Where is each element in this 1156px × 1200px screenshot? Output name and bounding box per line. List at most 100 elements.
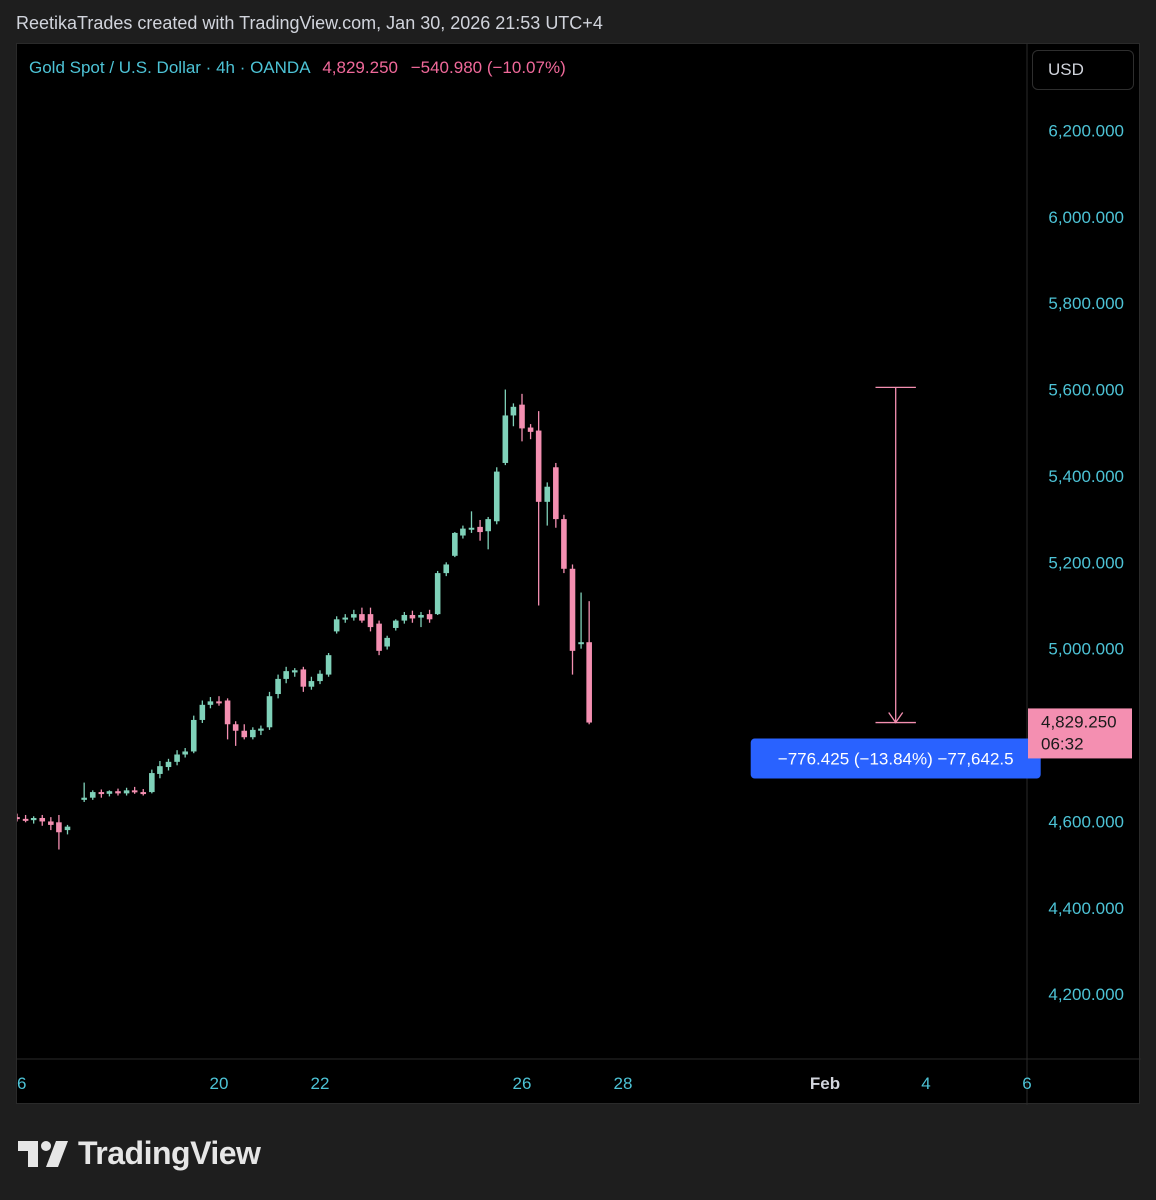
candle-body	[30, 817, 37, 821]
price-tick-label: 5,200.000	[1048, 553, 1124, 572]
bar-countdown-text: 06:32	[1041, 734, 1084, 753]
attribution-text: ReetikaTrades created with TradingView.c…	[16, 13, 603, 33]
candle-body	[325, 655, 332, 675]
candle-body	[384, 637, 390, 647]
candle-body	[443, 564, 450, 574]
candle-body	[535, 430, 542, 502]
candle-body	[275, 678, 281, 695]
candle-body	[199, 704, 206, 720]
price-tick-label: 4,600.000	[1048, 812, 1124, 831]
candle-body	[409, 614, 416, 619]
candle-body	[468, 527, 475, 530]
candle-body	[17, 817, 20, 820]
candle-body	[418, 614, 424, 618]
candle-body	[56, 822, 62, 833]
time-tick-label: 28	[614, 1074, 633, 1093]
candle-body	[308, 681, 315, 687]
measure-arrow-icon	[888, 712, 904, 724]
candle-body	[149, 773, 155, 793]
candle-body	[64, 826, 71, 831]
candle-body	[123, 790, 130, 794]
candle-body	[578, 642, 584, 645]
time-tick-label: 6	[1022, 1074, 1031, 1093]
price-tick-label: 5,400.000	[1048, 467, 1124, 486]
candle-body	[392, 620, 399, 628]
candle-body	[502, 415, 509, 463]
candle-body	[342, 617, 349, 620]
candle-body	[477, 526, 483, 533]
time-tick-label: 22	[311, 1074, 330, 1093]
candle-body	[493, 471, 500, 522]
measure-label-text: −776.425 (−13.84%) −77,642.5	[778, 750, 1014, 769]
candle-body	[224, 700, 231, 725]
last-price-value: 4,829.250	[322, 58, 398, 77]
tradingview-logo-icon	[18, 1140, 68, 1167]
candle-body	[250, 729, 256, 738]
price-tick-label: 5,800.000	[1048, 294, 1124, 313]
candle-body	[317, 673, 323, 682]
candle-body	[553, 467, 559, 520]
candle-body	[182, 751, 188, 755]
time-tick-label: Feb	[810, 1074, 840, 1093]
currency-button[interactable]: USD	[1032, 50, 1134, 90]
last-price-tag-value: 4,829.250	[1041, 712, 1117, 731]
candle-body	[434, 573, 441, 615]
candle-body	[39, 817, 46, 822]
candle-body	[106, 791, 113, 794]
price-tick-label: 6,200.000	[1048, 121, 1124, 140]
candle-body	[510, 406, 517, 416]
candle-body	[544, 486, 551, 502]
candle-body	[174, 754, 180, 762]
candle-body	[157, 766, 163, 774]
candle-body	[98, 792, 105, 795]
candle-body	[452, 532, 458, 556]
symbol-legend[interactable]: Gold Spot / U.S. Dollar · 4h · OANDA 4,8…	[29, 58, 566, 78]
candle-body	[561, 519, 567, 569]
footer-brand-text: TradingView	[78, 1135, 261, 1171]
candlestick-chart[interactable]: 6,200.000 6,000.000 5,800.000 5,600.000 5,40…	[17, 44, 1141, 1105]
tradingview-logo[interactable]: TradingView	[18, 1135, 261, 1172]
price-tick-label: 6,000.000	[1048, 208, 1124, 227]
candle-body	[527, 427, 534, 432]
candle-body	[140, 792, 147, 795]
candle-body	[241, 730, 248, 738]
price-tick-label: 5,600.000	[1048, 381, 1124, 400]
candle-body	[359, 614, 365, 621]
candle-body	[22, 818, 29, 821]
candle-body	[367, 614, 374, 628]
price-change-value: −540.980 (−10.07%)	[410, 58, 566, 77]
candle-body	[291, 670, 298, 673]
candle-body	[333, 619, 340, 632]
candle-body	[401, 614, 408, 621]
time-tick-label: 26	[513, 1074, 532, 1093]
time-tick-label: 20	[210, 1074, 229, 1093]
candle-body	[426, 614, 433, 620]
candle-body	[460, 528, 466, 536]
candle-body	[569, 568, 576, 651]
measure-label-box	[750, 738, 1041, 779]
candle-body	[519, 404, 525, 429]
candle-body	[485, 519, 491, 532]
time-tick-label: 4	[921, 1074, 930, 1093]
candle-body	[48, 821, 54, 825]
candle-body	[266, 696, 273, 728]
candle-body	[207, 701, 214, 705]
price-tick-label: 4,400.000	[1048, 899, 1124, 918]
candle-body	[131, 790, 138, 793]
candle-body	[216, 701, 222, 704]
price-tick-label: 4,200.000	[1048, 985, 1124, 1004]
price-tick-label: 5,000.000	[1048, 640, 1124, 659]
candle-body	[351, 614, 357, 618]
last-price-tag	[1028, 708, 1132, 759]
candle-body	[165, 761, 172, 768]
candle-body	[258, 728, 264, 731]
candle-body	[283, 671, 289, 679]
candle-body	[81, 797, 87, 800]
candle-body	[300, 669, 307, 687]
candle-body	[232, 724, 239, 731]
symbol-name[interactable]: Gold Spot / U.S. Dollar · 4h · OANDA	[29, 58, 310, 77]
candle-body	[586, 642, 592, 723]
chart-panel[interactable]: 6,200.000 6,000.000 5,800.000 5,600.000 5,40…	[16, 43, 1141, 1105]
time-tick-label: 16	[17, 1074, 26, 1093]
candle-body	[89, 792, 96, 798]
